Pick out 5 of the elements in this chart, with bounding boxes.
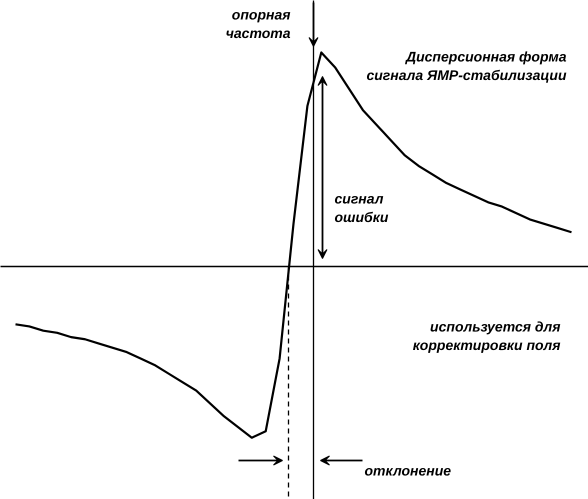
- annotation: сигнал ошибки: [334, 190, 389, 225]
- text: отклонение: [364, 462, 452, 478]
- annotation: используется для корректировки поля: [412, 318, 561, 353]
- text: опорная частота: [226, 6, 291, 41]
- annotation: Дисперсионная форма сигнала ЯМР-стабилизации: [366, 48, 567, 83]
